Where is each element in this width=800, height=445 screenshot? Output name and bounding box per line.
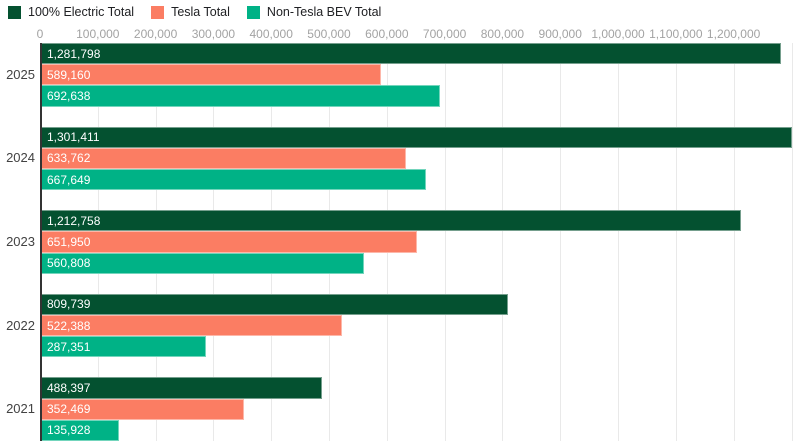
- bar-value-label: 287,351: [47, 339, 91, 354]
- bar[interactable]: 809,739: [40, 293, 509, 315]
- x-tick-label: 100,000: [76, 27, 120, 41]
- bar-value-label: 651,950: [47, 234, 91, 249]
- bar-value-label: 522,388: [47, 318, 91, 333]
- bar-value-label: 1,301,411: [47, 130, 100, 145]
- bar[interactable]: 1,281,798: [40, 43, 781, 65]
- year-label: 2023: [6, 234, 35, 249]
- bar[interactable]: 692,638: [40, 85, 441, 107]
- bar[interactable]: 1,301,411: [40, 126, 793, 148]
- x-tick-label: 400,000: [249, 27, 293, 41]
- year-label: 2024: [6, 150, 35, 166]
- y-axis-baseline: [40, 43, 42, 441]
- bar[interactable]: 667,649: [40, 169, 426, 191]
- bar[interactable]: 135,928: [40, 419, 119, 441]
- year-label: 2021: [6, 401, 35, 417]
- gridline: [618, 43, 620, 441]
- bar-value-label: 633,762: [47, 151, 91, 166]
- legend-label-100-electric: 100% Electric Total: [28, 5, 135, 19]
- bar[interactable]: 488,397: [40, 377, 323, 399]
- year-label: 2022: [6, 317, 35, 333]
- bar-value-label: 692,638: [47, 88, 91, 103]
- x-tick-label: 700,000: [422, 27, 467, 41]
- x-tick-label: 900,000: [538, 27, 582, 41]
- bar-value-label: 589,160: [47, 67, 91, 82]
- legend-item-100-electric-total[interactable]: 100% Electric Total: [8, 6, 134, 19]
- bar[interactable]: 589,160: [40, 64, 381, 86]
- legend-swatch-tesla-icon: [151, 6, 165, 19]
- bar-value-label: 1,281,798: [47, 46, 101, 61]
- bar-value-label: 809,739: [47, 297, 91, 312]
- bar[interactable]: 352,469: [40, 398, 244, 420]
- bar-value-label: 667,649: [47, 172, 91, 187]
- bar-value-label: 352,469: [47, 402, 91, 417]
- bar[interactable]: 560,808: [40, 252, 365, 274]
- gridline: [792, 43, 793, 441]
- legend-label-non-tesla: Non-Tesla BEV Total: [266, 5, 382, 19]
- x-tick-label: 1,200,000: [706, 27, 761, 41]
- legend-label-tesla: Tesla Total: [171, 5, 230, 19]
- bar-value-label: 1,212,758: [47, 213, 101, 228]
- legend-swatch-non-tesla-icon: [246, 6, 260, 19]
- x-tick-label: 1,000,000: [591, 27, 645, 41]
- gridline: [675, 43, 677, 441]
- bar-value-label: 488,397: [47, 380, 91, 395]
- gridline: [733, 43, 735, 441]
- bar[interactable]: 287,351: [40, 336, 207, 358]
- legend-item-tesla-total[interactable]: Tesla Total: [151, 6, 230, 19]
- gridline: [444, 43, 446, 441]
- legend: 100% Electric Total Tesla Total Non-Tesl…: [8, 6, 381, 19]
- plot-area: 2025 1,281,798 589,160 692,638 2024 1,301,411…: [6, 43, 793, 441]
- bar-value-label: 135,928: [47, 423, 91, 438]
- gridline: [560, 43, 562, 441]
- x-tick-label: 600,000: [365, 27, 409, 41]
- bar[interactable]: 1,212,758: [40, 210, 741, 232]
- bar-value-label: 560,808: [47, 256, 91, 271]
- bar[interactable]: 651,950: [40, 231, 417, 253]
- x-tick-label: 1,100,000: [649, 27, 703, 41]
- gridline: [502, 43, 504, 441]
- x-tick-label: 200,000: [133, 27, 178, 41]
- x-tick-label: 500,000: [307, 27, 351, 41]
- x-tick-label: 300,000: [191, 27, 236, 41]
- bar[interactable]: 633,762: [40, 147, 407, 169]
- x-tick-label: 0: [36, 27, 44, 41]
- legend-swatch-100-electric-icon: [8, 6, 21, 19]
- year-label: 2025: [6, 66, 35, 82]
- x-tick-label: 800,000: [480, 27, 525, 41]
- legend-item-non-tesla-bev-total[interactable]: Non-Tesla BEV Total: [246, 5, 382, 19]
- bar[interactable]: 522,388: [40, 315, 342, 337]
